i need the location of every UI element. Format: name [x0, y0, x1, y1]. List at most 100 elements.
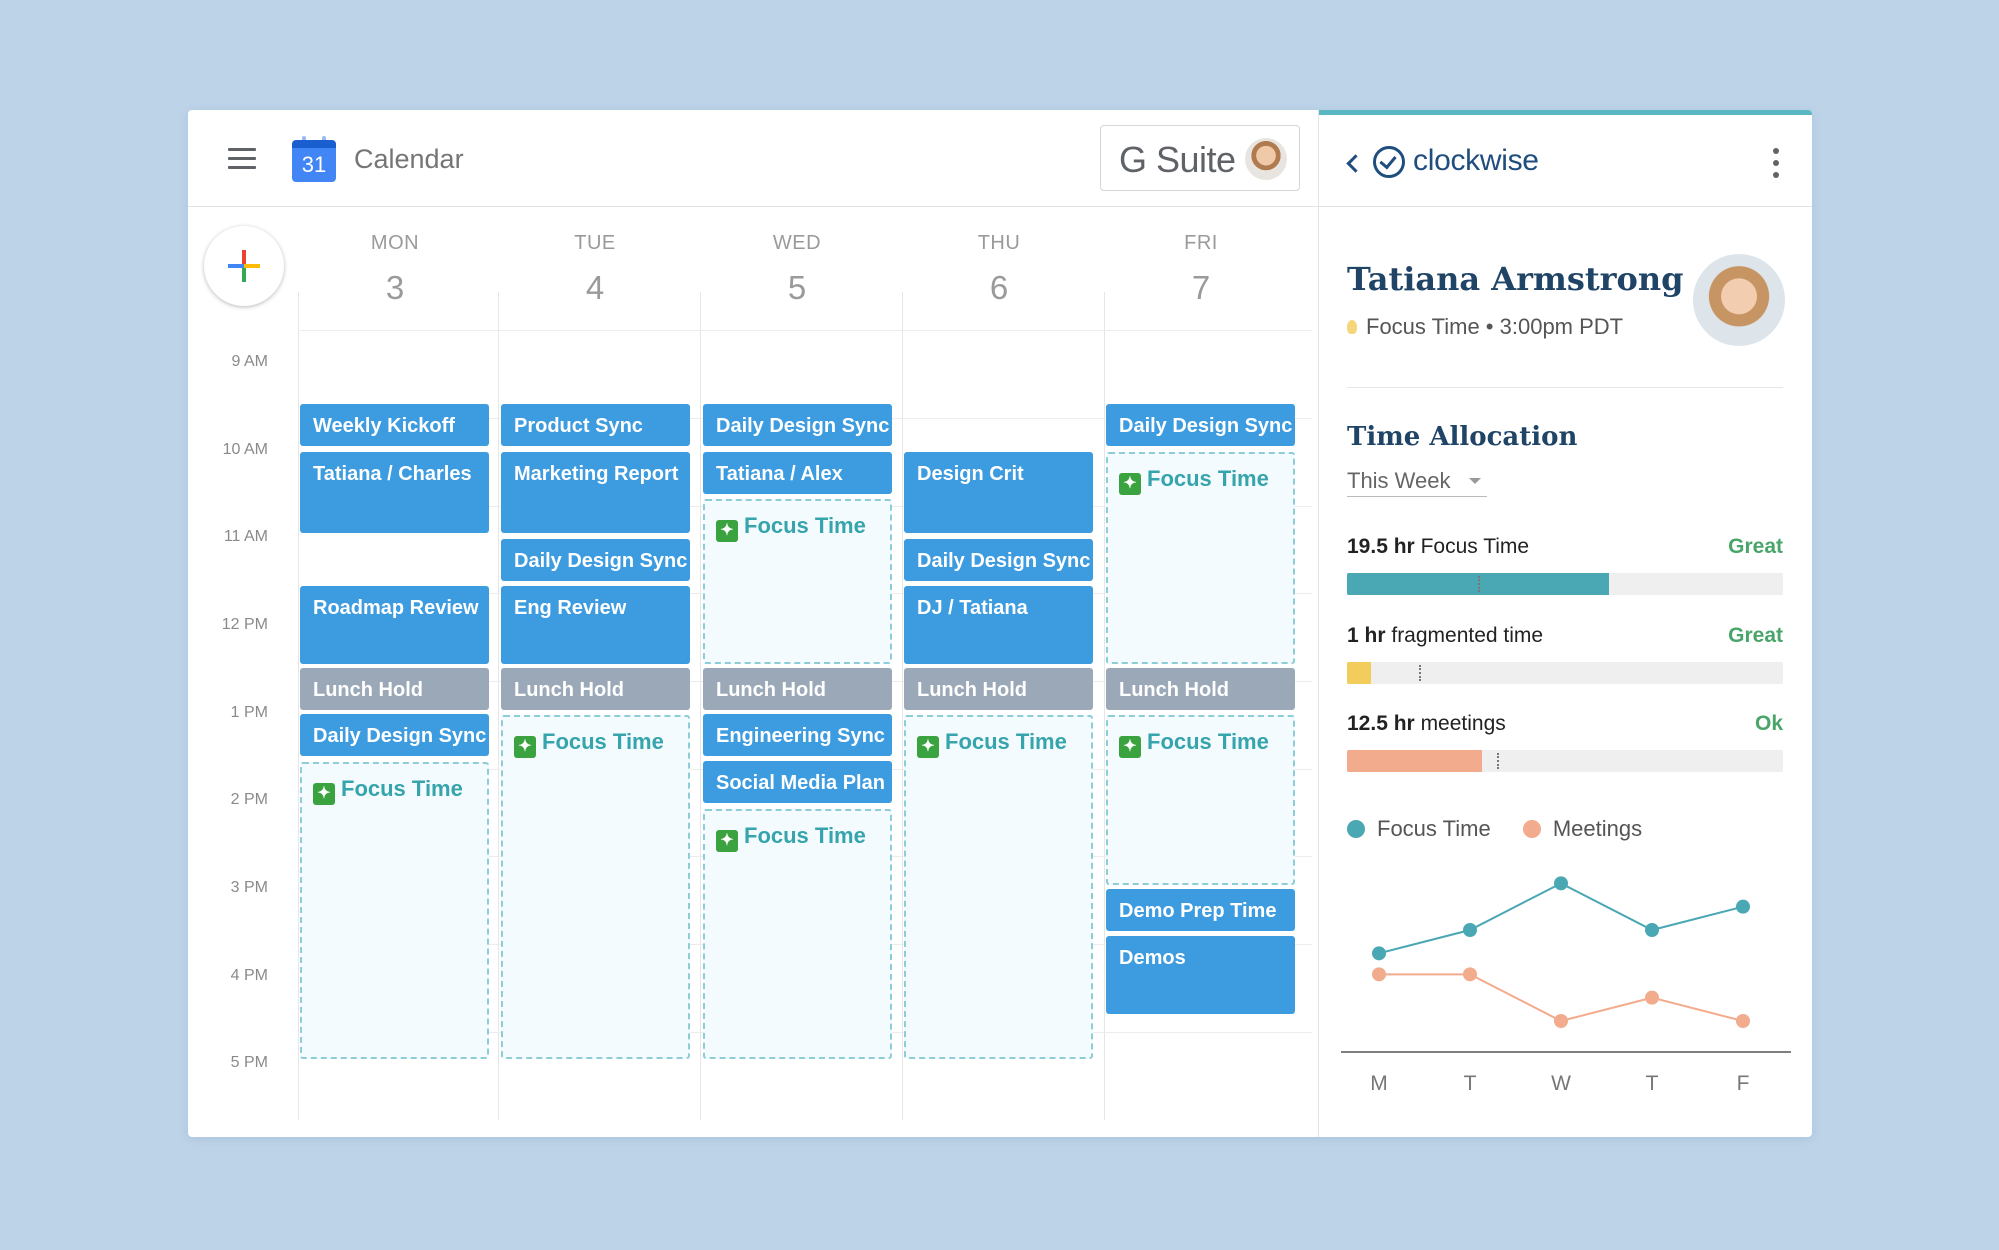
- calendar-logo-day: 31: [292, 148, 336, 182]
- metric-value: 19.5 hr: [1347, 535, 1415, 558]
- data-point-0-1: [1463, 923, 1477, 937]
- event-daily-design-sync[interactable]: Daily Design Sync: [300, 714, 489, 756]
- data-point-0-4: [1736, 899, 1750, 914]
- day-number: 4: [585, 269, 605, 306]
- event-focus-time[interactable]: ✦ Focus Time: [703, 499, 892, 664]
- series-line-0: [1378, 882, 1744, 955]
- legend-dot-meetings: [1522, 820, 1541, 838]
- x-tick-label: W: [1551, 1072, 1571, 1095]
- event-tatiana-charles[interactable]: Tatiana / Charles: [300, 452, 489, 533]
- data-point-0-2: [1554, 876, 1568, 891]
- event-focus-time[interactable]: ✦ Focus Time: [703, 809, 892, 1059]
- app-title: Calendar: [354, 144, 464, 174]
- account-avatar: [1245, 138, 1287, 180]
- event-focus-label: Focus Time: [1147, 466, 1269, 491]
- event-lunch-hold[interactable]: Lunch Hold: [904, 668, 1093, 710]
- event-focus-time[interactable]: ✦ Focus Time: [1106, 452, 1295, 664]
- grid-line: [1104, 292, 1105, 1120]
- metric-focus-time: 19.5 hr Focus Time: [1347, 535, 1529, 559]
- metric-label: fragmented time: [1391, 624, 1544, 647]
- event-demos[interactable]: Demos: [1106, 936, 1295, 1014]
- event-daily-design-sync[interactable]: Daily Design Sync: [703, 404, 892, 446]
- time-label: 3 PM: [230, 879, 268, 896]
- user-status: Focus Time • 3:00pm PDT: [1347, 314, 1623, 340]
- event-design-crit[interactable]: Design Crit: [904, 452, 1093, 533]
- legend-dot-focus: [1347, 820, 1365, 838]
- event-eng-review[interactable]: Eng Review: [501, 586, 690, 664]
- event-focus-time[interactable]: ✦ Focus Time: [904, 715, 1093, 1059]
- event-focus-label: Focus Time: [341, 776, 463, 801]
- x-tick-label: M: [1370, 1072, 1388, 1095]
- metric-value: 12.5 hr: [1347, 712, 1415, 735]
- chart-legend: Focus Time Meetings: [1347, 816, 1642, 842]
- day-header-mon[interactable]: MON 3: [295, 232, 495, 307]
- data-point-1-0: [1372, 967, 1386, 982]
- back-chevron-icon[interactable]: [1345, 155, 1361, 171]
- range-dropdown[interactable]: This Week: [1347, 468, 1487, 497]
- event-focus-time[interactable]: ✦ Focus Time: [300, 762, 489, 1059]
- metric-rating: Great: [1728, 624, 1783, 647]
- app-window: 31 Calendar G Suite MON 3 TUE 4 WED 5: [188, 110, 1812, 1137]
- day-header-thu[interactable]: THU 6: [899, 232, 1099, 307]
- hamburger-menu-icon[interactable]: [228, 148, 258, 170]
- gsuite-label: G Suite: [1119, 139, 1236, 180]
- metric-bar: [1347, 662, 1783, 684]
- sparkle-icon: ✦: [716, 520, 738, 542]
- metric-rating: Great: [1728, 535, 1783, 558]
- grid-line: [300, 330, 1312, 331]
- day-header-fri[interactable]: FRI 7: [1101, 232, 1301, 307]
- day-of-week: THU: [977, 232, 1021, 254]
- section-title: Time Allocation: [1347, 422, 1578, 452]
- event-product-sync[interactable]: Product Sync: [501, 404, 690, 446]
- create-event-button[interactable]: [204, 226, 284, 306]
- time-label: 12 PM: [221, 616, 268, 633]
- gsuite-account-button[interactable]: G Suite: [1100, 125, 1300, 191]
- event-focus-label: Focus Time: [1147, 729, 1269, 754]
- metric-fragmented-time: 1 hr fragmented time: [1347, 624, 1543, 648]
- event-focus-time[interactable]: ✦ Focus Time: [501, 715, 690, 1059]
- data-point-1-4: [1736, 1014, 1750, 1028]
- event-lunch-hold[interactable]: Lunch Hold: [1106, 668, 1295, 710]
- event-daily-design-sync[interactable]: Daily Design Sync: [501, 539, 690, 581]
- legend-label-meetings: Meetings: [1552, 816, 1643, 841]
- more-options-icon[interactable]: [1771, 148, 1779, 180]
- clockwise-logo-icon: [1373, 146, 1405, 178]
- accent-bar: [1319, 110, 1812, 115]
- day-of-week: TUE: [574, 232, 616, 254]
- event-roadmap-review[interactable]: Roadmap Review: [300, 586, 489, 664]
- event-daily-design-sync[interactable]: Daily Design Sync: [1106, 404, 1295, 446]
- day-number: 3: [385, 269, 405, 306]
- event-engineering-sync[interactable]: Engineering Sync: [703, 714, 892, 756]
- event-lunch-hold[interactable]: Lunch Hold: [501, 668, 690, 710]
- data-point-0-3: [1645, 923, 1659, 937]
- day-header-wed[interactable]: WED 5: [697, 232, 897, 307]
- day-number: 5: [787, 269, 807, 306]
- day-number: 7: [1191, 269, 1211, 306]
- event-tatiana-alex[interactable]: Tatiana / Alex: [703, 452, 892, 494]
- event-focus-label: Focus Time: [542, 729, 664, 754]
- time-label: 5 PM: [230, 1054, 268, 1071]
- event-lunch-hold[interactable]: Lunch Hold: [703, 668, 892, 710]
- day-of-week: FRI: [1184, 232, 1218, 254]
- clockwise-sidebar: clockwise Tatiana Armstrong Focus Time •…: [1318, 110, 1812, 1137]
- time-label: 11 AM: [223, 528, 268, 545]
- event-weekly-kickoff[interactable]: Weekly Kickoff: [300, 404, 489, 446]
- event-demo-prep-time[interactable]: Demo Prep Time: [1106, 889, 1295, 931]
- event-lunch-hold[interactable]: Lunch Hold: [300, 668, 489, 710]
- day-header-tue[interactable]: TUE 4: [495, 232, 695, 307]
- calendar-logo-icon: 31: [292, 136, 336, 182]
- event-dj-tatiana[interactable]: DJ / Tatiana: [904, 586, 1093, 664]
- x-tick-label: T: [1646, 1072, 1659, 1095]
- event-daily-design-sync[interactable]: Daily Design Sync: [904, 539, 1093, 581]
- event-social-media-plan[interactable]: Social Media Plan: [703, 761, 892, 803]
- x-tick-label: T: [1464, 1072, 1477, 1095]
- event-focus-time[interactable]: ✦ Focus Time: [1106, 715, 1295, 885]
- time-label: 10 AM: [222, 441, 268, 458]
- data-point-0-0: [1372, 946, 1386, 961]
- data-point-1-3: [1645, 990, 1659, 1005]
- event-marketing-report[interactable]: Marketing Report: [501, 452, 690, 533]
- metric-label: Focus Time: [1420, 535, 1530, 558]
- data-point-1-2: [1554, 1014, 1568, 1028]
- event-focus-label: Focus Time: [744, 513, 866, 538]
